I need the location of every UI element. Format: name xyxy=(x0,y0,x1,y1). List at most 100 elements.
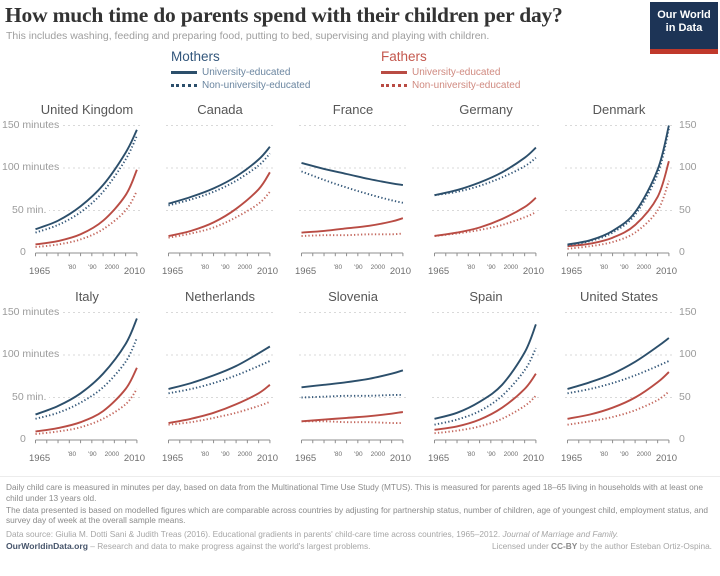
x-tick-label: '80 xyxy=(599,264,609,271)
line-chart xyxy=(299,312,407,444)
x-tick-label: 2010 xyxy=(256,266,278,277)
chart-row-2: Italy 1965'80'90 2000 2010 Netherlands 1965'8… xyxy=(0,288,720,466)
series-fathers-university xyxy=(434,197,537,237)
x-tick-label: 2010 xyxy=(123,453,145,464)
x-tick-label: '80 xyxy=(67,451,77,458)
chart-country-title: Spain xyxy=(469,289,503,304)
chart-country-title: Germany xyxy=(459,102,513,117)
solid-line-swatch xyxy=(171,70,197,74)
series-mothers-university xyxy=(301,369,404,389)
x-tick-label: 2010 xyxy=(389,266,411,277)
series-mothers-non-university xyxy=(434,157,537,197)
chart-country-title: Denmark xyxy=(592,102,646,117)
owid-logo-line1: Our World xyxy=(657,9,711,21)
series-mothers-non-university xyxy=(567,128,670,247)
y-axis-label-left: 50 min. xyxy=(12,203,50,216)
series-mothers-non-university xyxy=(301,170,404,204)
x-axis-labels: 1965 '80 '90 2000 2010 xyxy=(295,264,411,279)
series-fathers-university xyxy=(168,384,271,424)
owid-logo-line2: in Data xyxy=(665,22,703,34)
series-fathers-non-university xyxy=(168,191,271,239)
y-axis-label-right: 150 xyxy=(679,305,697,318)
x-tick-label: '90 xyxy=(354,451,363,458)
x-tick-label: '90 xyxy=(221,264,230,271)
series-fathers-non-university xyxy=(434,211,537,237)
y-axis-label-right: 100 xyxy=(679,348,697,360)
owid-link[interactable]: OurWorldinData.org xyxy=(6,540,88,551)
x-tick-label: '80 xyxy=(200,451,210,458)
x-axis-labels: 1965 '80 '90 2000 2010 xyxy=(29,264,145,279)
series-fathers-university xyxy=(301,217,404,234)
chart-country-title: Italy xyxy=(75,289,99,304)
series-fathers-non-university xyxy=(301,232,403,237)
line-chart xyxy=(432,125,540,257)
series-mothers-non-university xyxy=(434,347,537,426)
series-fathers-non-university xyxy=(168,400,271,426)
x-tick-label: '90 xyxy=(354,264,363,271)
license-pre: Licensed under xyxy=(492,540,552,551)
legend-item-label: Non-university-educated xyxy=(412,80,521,91)
chart-country-title: United Kingdom xyxy=(40,102,134,117)
brand-tagline: – Research and data to make progress aga… xyxy=(87,540,371,551)
x-tick-label: '90 xyxy=(88,451,97,458)
x-axis-labels: 1965 '80 '90 2000 2010 xyxy=(29,451,145,466)
x-tick-label: 2000 xyxy=(237,451,253,458)
x-tick-label: 2000 xyxy=(503,451,519,458)
x-tick-label: 2010 xyxy=(522,453,544,464)
y-axis-label-right: 50 xyxy=(679,390,691,403)
series-fathers-non-university xyxy=(35,388,138,435)
owid-logo: Our World in Data xyxy=(650,2,718,54)
dotted-line-swatch xyxy=(381,83,407,87)
line-chart xyxy=(33,312,141,444)
x-axis-labels: 1965 '80 '90 2000 2010 xyxy=(428,264,544,279)
x-tick-label: 1965 xyxy=(29,453,51,464)
series-fathers-university xyxy=(301,411,404,423)
series-mothers-university xyxy=(301,161,404,186)
legend-item-mothers-university: University-educated xyxy=(171,66,339,79)
x-tick-label: 2000 xyxy=(503,264,519,271)
chart-panel: France 1965 '80 '90 2000 2010 xyxy=(295,101,411,279)
x-tick-label: 1965 xyxy=(561,266,583,277)
x-tick-label: '90 xyxy=(620,451,629,458)
x-tick-label: '80 xyxy=(200,264,210,271)
chart-row-1: United Kingdom 1965'80'90 2000 2010 Canada 19… xyxy=(0,101,720,279)
x-axis-labels: 1965 '80 '90 2000 2010 xyxy=(561,451,677,466)
y-axis-label-left: 150 minutes xyxy=(2,118,63,131)
x-tick-label: 1965 xyxy=(162,266,184,277)
x-tick-label: 2000 xyxy=(104,451,120,458)
x-tick-label: '80 xyxy=(466,451,476,458)
ccby-link[interactable]: CC-BY xyxy=(551,540,578,551)
footnote-measurement: Daily child care is measured in minutes … xyxy=(6,482,703,503)
chart-panel: Netherlands 1965 '80 '90 2000 2010 xyxy=(162,288,278,466)
x-tick-label: 1965 xyxy=(162,453,184,464)
chart-panel: Italy 1965 '80 '90 2000 2010 xyxy=(29,288,145,466)
license-text: Licensed under CC-BY by the author Esteb… xyxy=(492,541,712,552)
line-chart xyxy=(432,312,540,444)
series-mothers-non-university xyxy=(35,135,138,234)
x-tick-label: 1965 xyxy=(295,453,317,464)
x-tick-label: 2010 xyxy=(522,266,544,277)
series-fathers-university xyxy=(567,160,670,248)
y-axis-label-left: 150 minutes xyxy=(2,305,63,318)
page-title: How much time do parents spend with thei… xyxy=(5,3,563,27)
byline: OurWorldinData.org – Research and data t… xyxy=(6,541,712,552)
legend: Mothers University-educated Non-universi… xyxy=(0,49,720,92)
x-tick-label: '80 xyxy=(466,264,476,271)
x-tick-label: 2000 xyxy=(636,451,652,458)
chart-panel: Germany 1965 '80 '90 2000 2010 xyxy=(428,101,544,279)
x-tick-label: 1965 xyxy=(295,266,317,277)
chart-panel: Spain 1965 '80 '90 2000 2010 xyxy=(428,288,544,466)
y-axis-label-left: 100 minutes xyxy=(2,161,63,173)
legend-item-label: University-educated xyxy=(412,67,501,78)
chart-panel: Canada 1965 '80 '90 2000 2010 xyxy=(162,101,278,279)
y-axis-label-right: 100 xyxy=(679,161,697,173)
legend-item-label: University-educated xyxy=(202,67,291,78)
x-axis-labels: 1965 '80 '90 2000 2010 xyxy=(561,264,677,279)
y-axis-label-right: 0 xyxy=(679,433,685,445)
x-axis-labels: 1965 '80 '90 2000 2010 xyxy=(428,451,544,466)
x-axis-labels: 1965 '80 '90 2000 2010 xyxy=(162,264,278,279)
x-tick-label: '90 xyxy=(487,264,496,271)
x-tick-label: '90 xyxy=(221,451,230,458)
series-fathers-university xyxy=(434,373,537,431)
x-tick-label: '80 xyxy=(67,264,77,271)
